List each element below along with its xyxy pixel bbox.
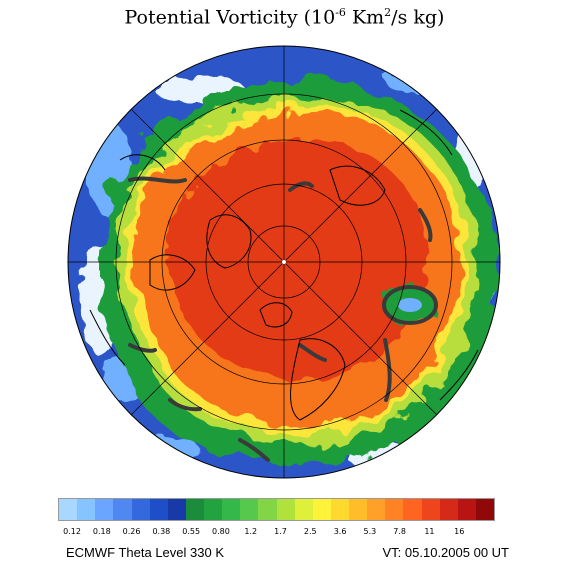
colorbar-swatch [349, 499, 368, 520]
pv-high-region [165, 138, 429, 380]
colorbar-swatch [167, 499, 186, 520]
colorbar-swatch [204, 499, 223, 520]
colorbar-tick-label: 7.8 [393, 527, 407, 536]
chart-title: Potential Vorticity (10-6 Km2/s kg) [0, 6, 569, 28]
footer-valid-time: VT: 05.10.2005 00 UT [382, 545, 509, 560]
colorbar-tick-label: 0.12 [63, 527, 81, 536]
colorbar-swatch [385, 499, 404, 520]
pv-cutoff-low-core [398, 298, 422, 312]
pv-contours [128, 176, 438, 462]
title-unit: Km [345, 6, 385, 29]
colorbar [58, 498, 495, 521]
pv-field [68, 46, 500, 478]
colorbar-tick-label: 1.7 [274, 527, 287, 536]
footer-model-info: ECMWF Theta Level 330 K [66, 545, 224, 560]
title-suffix: /s kg) [391, 6, 445, 29]
colorbar-tick-label: 16 [454, 527, 465, 536]
colorbar-swatch [149, 499, 168, 520]
colorbar-swatch [113, 499, 132, 520]
colorbar-swatch [59, 499, 78, 520]
colorbar-tick-label: 0.18 [92, 527, 111, 536]
colorbar-swatch [276, 499, 295, 520]
colorbar-tick-label: 5.3 [363, 527, 377, 536]
title-unit-exponent: 2 [384, 6, 392, 19]
colorbar-tick-label: 0.80 [212, 527, 230, 536]
colorbar-swatch [403, 499, 422, 520]
colorbar-swatch [421, 499, 440, 520]
coastlines [89, 109, 479, 421]
colorbar-tick-label: 2.5 [303, 527, 317, 536]
colorbar-swatch [131, 499, 150, 520]
colorbar-swatch [439, 499, 458, 520]
colorbar-tick-label: 0.55 [182, 527, 201, 536]
colorbar-swatch [240, 499, 259, 520]
colorbar-tick-label: 0.26 [122, 527, 141, 536]
colorbar-swatch [258, 499, 277, 520]
colorbar-swatch [330, 499, 349, 520]
colorbar-ticks: 0.12 0.18 0.26 0.38 0.55 0.80 1.2 1.7 2.5 3.6 5.3 7… [58, 527, 495, 539]
colorbar-swatch [457, 499, 476, 520]
north-pole-marker [282, 260, 286, 264]
colorbar-tick-label: 11 [424, 527, 435, 536]
colorbar-swatch [367, 499, 386, 520]
colorbar-tick-label: 3.6 [333, 527, 347, 536]
colorbar-swatch [95, 499, 114, 520]
colorbar-tick-label: 1.2 [244, 527, 258, 536]
colorbar-swatch [475, 499, 494, 520]
colorbar-swatch [294, 499, 313, 520]
colorbar-swatch [185, 499, 204, 520]
colorbar-swatch [312, 499, 331, 520]
title-prefix: Potential Vorticity (10 [124, 6, 336, 29]
colorbar-swatch [77, 499, 96, 520]
map-border [67, 45, 501, 479]
title-exponent: -6 [335, 6, 346, 19]
colorbar-swatch [222, 499, 241, 520]
colorbar-tick-label: 0.38 [152, 527, 171, 536]
